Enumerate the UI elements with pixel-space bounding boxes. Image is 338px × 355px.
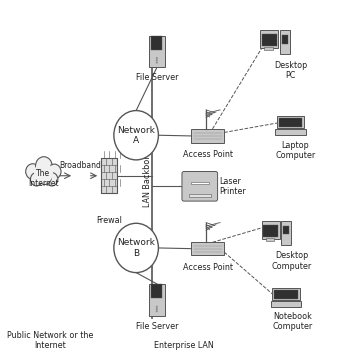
Bar	[275, 129, 306, 135]
Bar	[274, 290, 298, 299]
Text: Laser
Printer: Laser Printer	[219, 177, 246, 196]
FancyBboxPatch shape	[182, 171, 218, 201]
Bar	[191, 182, 209, 184]
Bar	[151, 36, 162, 50]
Text: Public Network or the
Internet: Public Network or the Internet	[7, 331, 93, 350]
Bar	[264, 47, 273, 50]
Bar	[101, 158, 117, 193]
Bar	[149, 36, 165, 67]
Circle shape	[38, 170, 51, 185]
Text: LAN Backbone: LAN Backbone	[143, 148, 152, 207]
Text: The
Internet: The Internet	[28, 169, 58, 188]
Bar	[263, 225, 278, 237]
Bar	[149, 284, 165, 316]
Bar	[279, 118, 303, 127]
Text: Frewal: Frewal	[96, 215, 122, 225]
Bar	[280, 31, 290, 54]
Bar	[262, 34, 276, 46]
Circle shape	[156, 61, 158, 64]
Text: Enterprise LAN: Enterprise LAN	[154, 341, 214, 350]
Text: Access Point: Access Point	[183, 150, 233, 159]
Bar	[276, 116, 305, 128]
Bar	[189, 194, 211, 197]
Circle shape	[48, 164, 61, 179]
Circle shape	[35, 157, 52, 175]
Circle shape	[114, 110, 159, 160]
Circle shape	[156, 59, 158, 61]
Circle shape	[46, 173, 58, 186]
Text: File Server: File Server	[136, 73, 178, 82]
Bar	[262, 221, 280, 239]
Text: File Server: File Server	[136, 322, 178, 331]
Text: Network
B: Network B	[117, 238, 155, 258]
Circle shape	[26, 164, 40, 179]
Bar	[266, 238, 274, 241]
Bar	[151, 284, 162, 299]
Text: Notebook
Computer: Notebook Computer	[272, 312, 313, 332]
Bar	[271, 301, 301, 307]
Text: Laptop
Computer: Laptop Computer	[275, 141, 315, 160]
Bar	[283, 226, 289, 235]
Circle shape	[114, 223, 159, 273]
Bar	[272, 288, 299, 300]
Circle shape	[34, 162, 53, 184]
Text: Access Point: Access Point	[183, 263, 233, 272]
Text: Broadband: Broadband	[59, 161, 101, 170]
Bar	[282, 221, 291, 245]
Text: Desktop
PC: Desktop PC	[274, 61, 307, 80]
Circle shape	[156, 57, 158, 59]
Circle shape	[156, 306, 158, 308]
Circle shape	[156, 310, 158, 312]
Text: Desktop
Computer: Desktop Computer	[271, 251, 312, 271]
Text: Network
A: Network A	[117, 126, 155, 145]
Circle shape	[30, 173, 43, 186]
Bar	[191, 242, 224, 255]
Bar	[260, 30, 279, 48]
Circle shape	[156, 308, 158, 310]
Bar	[282, 35, 288, 44]
Bar	[191, 129, 224, 143]
